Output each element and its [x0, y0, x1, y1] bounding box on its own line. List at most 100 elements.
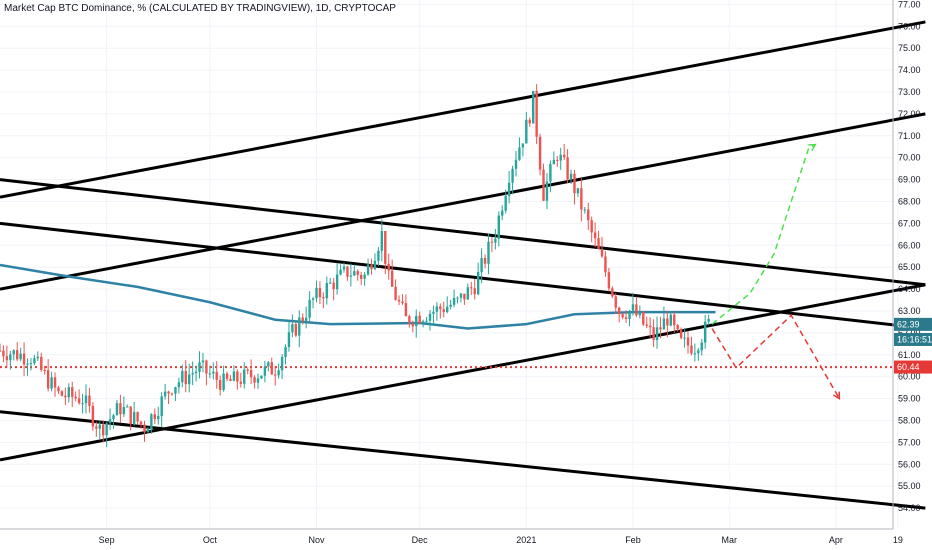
- candle-down[interactable]: [253, 375, 256, 389]
- candle-up[interactable]: [212, 362, 215, 380]
- candle-down[interactable]: [473, 278, 476, 300]
- candle-up[interactable]: [576, 188, 580, 198]
- candle-up[interactable]: [532, 90, 535, 124]
- candle-down[interactable]: [129, 406, 132, 431]
- candle-down[interactable]: [621, 313, 624, 320]
- candle-up[interactable]: [29, 358, 33, 371]
- candle-down[interactable]: [442, 301, 445, 318]
- candle-up[interactable]: [122, 396, 126, 417]
- candle-up[interactable]: [232, 365, 236, 382]
- candle-down[interactable]: [401, 294, 404, 305]
- candle-up[interactable]: [191, 361, 194, 386]
- candle-up[interactable]: [511, 165, 514, 195]
- candle-down[interactable]: [408, 314, 411, 328]
- candle-up[interactable]: [263, 360, 267, 383]
- candle-down[interactable]: [648, 317, 652, 338]
- candle-up[interactable]: [697, 347, 700, 361]
- candle-down[interactable]: [167, 390, 170, 405]
- candle-down[interactable]: [74, 391, 77, 402]
- candle-down[interactable]: [91, 402, 95, 431]
- candle-down[interactable]: [40, 352, 43, 372]
- candle-up[interactable]: [160, 392, 163, 428]
- candle-up[interactable]: [377, 247, 380, 266]
- candle-up[interactable]: [132, 401, 136, 426]
- candle-down[interactable]: [249, 359, 253, 385]
- candle-down[interactable]: [528, 117, 531, 127]
- candle-up[interactable]: [26, 358, 29, 376]
- candle-down[interactable]: [22, 342, 26, 377]
- candle-down[interactable]: [593, 222, 597, 248]
- candle-down[interactable]: [64, 387, 67, 405]
- candle-up[interactable]: [12, 349, 15, 361]
- candle-up[interactable]: [177, 377, 181, 394]
- candle-down[interactable]: [71, 381, 74, 407]
- candle-up[interactable]: [325, 276, 328, 305]
- candle-down[interactable]: [556, 155, 559, 167]
- candle-down[interactable]: [57, 385, 60, 394]
- candle-up[interactable]: [631, 292, 635, 316]
- candle-down[interactable]: [573, 169, 576, 205]
- candle-down[interactable]: [635, 296, 638, 318]
- candle-up[interactable]: [525, 111, 528, 144]
- candle-up[interactable]: [707, 314, 710, 326]
- candle-up[interactable]: [425, 316, 428, 323]
- candle-up[interactable]: [50, 371, 53, 392]
- candle-down[interactable]: [318, 281, 322, 304]
- candle-up[interactable]: [559, 147, 562, 170]
- candle-down[interactable]: [490, 237, 494, 253]
- candle-down[interactable]: [652, 319, 655, 348]
- candle-up[interactable]: [446, 296, 449, 314]
- candle-up[interactable]: [521, 143, 525, 157]
- candle-up[interactable]: [150, 413, 153, 434]
- candle-up[interactable]: [181, 364, 184, 388]
- trendline[interactable]: [0, 221, 926, 331]
- candle-down[interactable]: [2, 345, 5, 363]
- candle-up[interactable]: [700, 338, 703, 356]
- candle-up[interactable]: [188, 363, 191, 393]
- candle-down[interactable]: [88, 387, 91, 413]
- candle-up[interactable]: [480, 248, 483, 284]
- candle-down[interactable]: [16, 342, 19, 362]
- candle-down[interactable]: [418, 311, 421, 325]
- candle-down[interactable]: [587, 202, 590, 230]
- candle-up[interactable]: [662, 306, 666, 330]
- candle-down[interactable]: [274, 365, 277, 386]
- candle-up[interactable]: [98, 421, 101, 441]
- candle-down[interactable]: [184, 360, 187, 393]
- candle-down[interactable]: [666, 310, 669, 338]
- candle-up[interactable]: [105, 422, 108, 448]
- candle-down[interactable]: [143, 420, 146, 442]
- candle-up[interactable]: [569, 169, 573, 185]
- candle-down[interactable]: [360, 272, 363, 286]
- candle-down[interactable]: [470, 281, 473, 295]
- candle-down[interactable]: [136, 411, 139, 425]
- candle-up[interactable]: [507, 171, 511, 204]
- candle-up[interactable]: [108, 408, 112, 431]
- candle-down[interactable]: [463, 293, 466, 305]
- candle-down[interactable]: [5, 345, 9, 368]
- candle-up[interactable]: [287, 320, 291, 352]
- candle-up[interactable]: [291, 314, 294, 338]
- candle-up[interactable]: [373, 253, 377, 271]
- candle-down[interactable]: [215, 361, 218, 389]
- candle-down[interactable]: [239, 372, 242, 388]
- candle-down[interactable]: [153, 408, 156, 425]
- candle-up[interactable]: [194, 365, 198, 382]
- candle-up[interactable]: [280, 354, 284, 380]
- candle-up[interactable]: [494, 229, 497, 250]
- candle-down[interactable]: [60, 390, 64, 397]
- candle-down[interactable]: [397, 295, 401, 306]
- candle-down[interactable]: [384, 230, 387, 275]
- candle-up[interactable]: [466, 283, 470, 300]
- candle-down[interactable]: [43, 365, 46, 375]
- x-axis-ticks[interactable]: Sep Oct Nov Dec 2021 Feb Mar Apr 19: [99, 535, 903, 545]
- candle-down[interactable]: [387, 253, 390, 280]
- candle-down[interactable]: [604, 251, 607, 277]
- candle-down[interactable]: [597, 231, 600, 250]
- candle-up[interactable]: [260, 375, 263, 380]
- trendline[interactable]: [0, 410, 926, 510]
- candle-down[interactable]: [236, 369, 239, 390]
- candle-down[interactable]: [411, 320, 414, 333]
- candle-up[interactable]: [514, 151, 518, 177]
- candle-up[interactable]: [452, 289, 456, 308]
